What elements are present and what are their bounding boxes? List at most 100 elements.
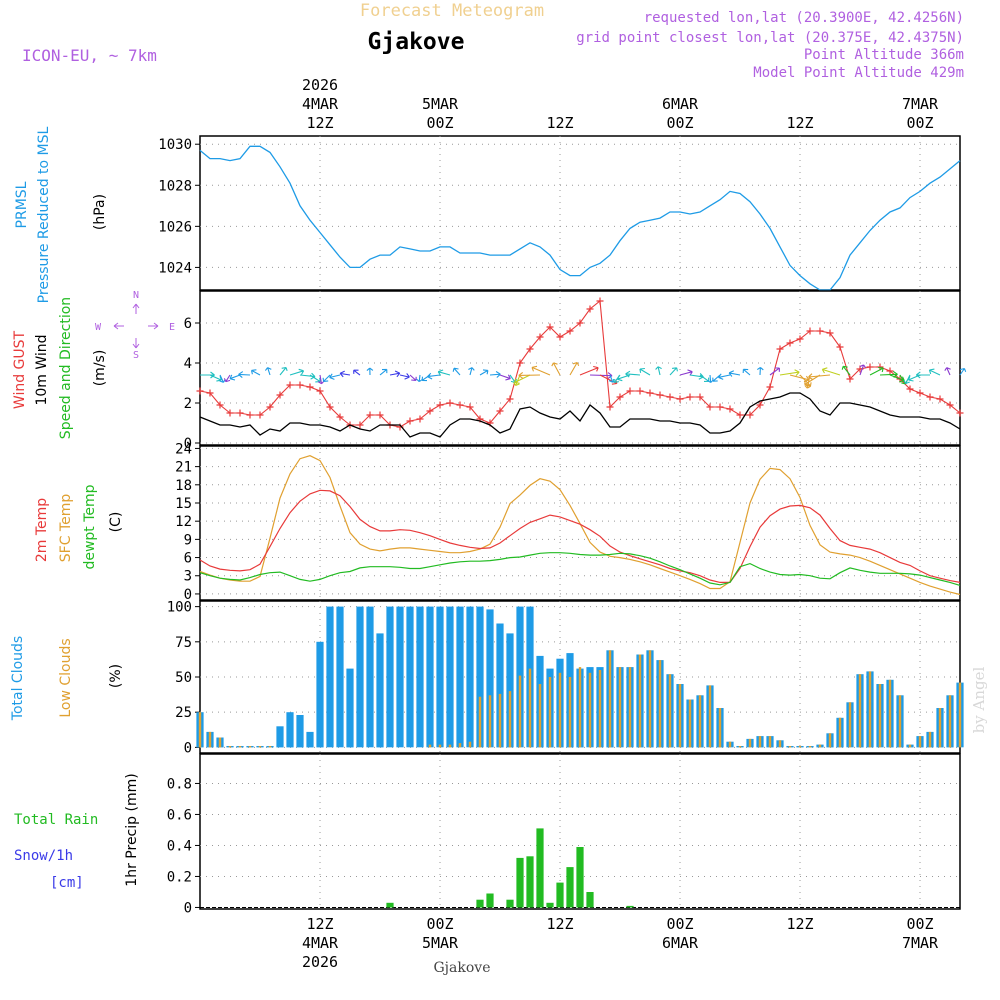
wind-direction-arrow [915,371,931,379]
low-clouds-bar [848,702,852,748]
rain-bar [526,856,534,908]
gust-point [356,421,364,429]
gust-point [266,403,274,411]
gust-point [416,415,424,423]
gust-point [666,393,674,401]
wind-direction-arrow [769,367,780,376]
gust-point [626,387,634,395]
temp-sfc-label: SFC Temp [58,494,74,563]
gust-point [326,403,334,411]
low-clouds-bar [868,671,872,748]
low-clouds-bar [638,654,642,748]
gust-point [376,411,384,419]
wind-direction-arrow [869,366,884,376]
wind-direction-arrow [329,373,341,380]
clouds-panel: 0 25 50 75 100 [167,600,964,756]
low-clouds-bar [738,746,742,748]
wind-direction-arrow [409,374,417,381]
low-clouds-bar [438,744,442,748]
total-clouds-bar [336,606,344,748]
gust-point [246,411,254,419]
low-clouds-bar [258,746,262,748]
gust-point [866,363,874,371]
total-clouds-bar [436,606,444,748]
gust-point [806,327,814,335]
low-clouds-bar [798,746,802,748]
low-clouds-bar [608,650,612,748]
low-clouds-bar [828,733,832,748]
wind-direction-arrow [399,373,410,380]
gust-point [366,411,374,419]
low-clouds-bar [818,744,822,748]
low-clouds-bar [808,746,812,748]
gust-point [216,401,224,409]
wind-direction-arrow [389,370,401,378]
time-label-top: 12Z [546,114,573,132]
low-clouds-bar [268,746,272,748]
gust-point [496,407,504,415]
total-clouds-bar [366,606,374,748]
wind-direction-arrow [821,367,841,376]
pressure-y-tick-label: 1024 [158,260,192,276]
low-clouds-bar [678,684,682,748]
wind-direction-arrow [531,365,551,376]
requested-coords: requested lon,lat (20.3900E, 42.4256N) [644,10,964,26]
low-clouds-bar [498,693,502,748]
time-label-top: 4MAR [302,95,339,113]
wind-direction-arrow [756,366,764,376]
wind-10m-label: 10m Wind [34,334,50,405]
temp-y-tick-label: 18 [175,478,192,494]
gust-point [786,339,794,347]
low-clouds-bar [878,684,882,748]
low-clouds-bar [928,731,932,748]
wind-direction-arrow [655,366,662,376]
clouds-y-tick-label: 75 [175,635,192,651]
rain-bar [546,902,554,908]
time-label-bottom: 12Z [786,915,813,933]
wind-direction-arrow [625,370,641,378]
gust-point [446,399,454,407]
footer-location: Gjakove [434,960,491,976]
low-clouds-bar [888,679,892,748]
gust-point [426,407,434,415]
precip-unit-label: 1hr Precip (mm) [124,773,140,886]
wind-y-tick-label: 2 [184,396,192,412]
total-clouds-bar [426,606,434,748]
precip-y-tick-label: 0.6 [167,807,192,823]
gust-point [616,393,624,401]
wind-direction-arrow [322,374,331,382]
point-altitude: Point Altitude 366m [804,47,964,63]
total-clouds-bar [446,606,454,748]
low-clouds-bar [538,684,542,748]
wind-direction-arrow [742,368,751,376]
gust-point [936,395,944,403]
low-clouds-bar [788,746,792,748]
wind-direction-arrow [728,370,741,377]
compass-north: N [133,290,139,301]
gust-point [846,375,854,383]
gust-point [796,335,804,343]
low-clouds-bar [588,672,592,748]
time-label-bottom: 12Z [546,915,573,933]
wind-direction-arrow [427,372,441,380]
low-clouds-bar [728,741,732,748]
wind-y-tick-label: 0 [184,436,192,452]
total-clouds-bar [346,668,354,748]
gust-point [226,409,234,417]
gust-point [586,305,594,313]
time-label-bottom: 5MAR [422,934,459,952]
pressure-msl-label: Pressure Reduced to MSL [36,126,52,303]
gust-point [686,393,694,401]
gust-point [636,387,644,395]
time-label-bottom: 00Z [906,915,933,933]
temp-y-tick-label: 21 [175,460,192,476]
low-clouds-bar [248,746,252,748]
total-clouds-bar [396,606,404,748]
low-clouds-bar [458,743,462,748]
wind-direction-arrow [569,361,580,376]
low-clouds-bar [618,667,622,748]
low-clouds-bar [838,717,842,748]
gust-point [576,319,584,327]
pressure-line [199,145,961,291]
temp-2m-line [199,489,961,584]
